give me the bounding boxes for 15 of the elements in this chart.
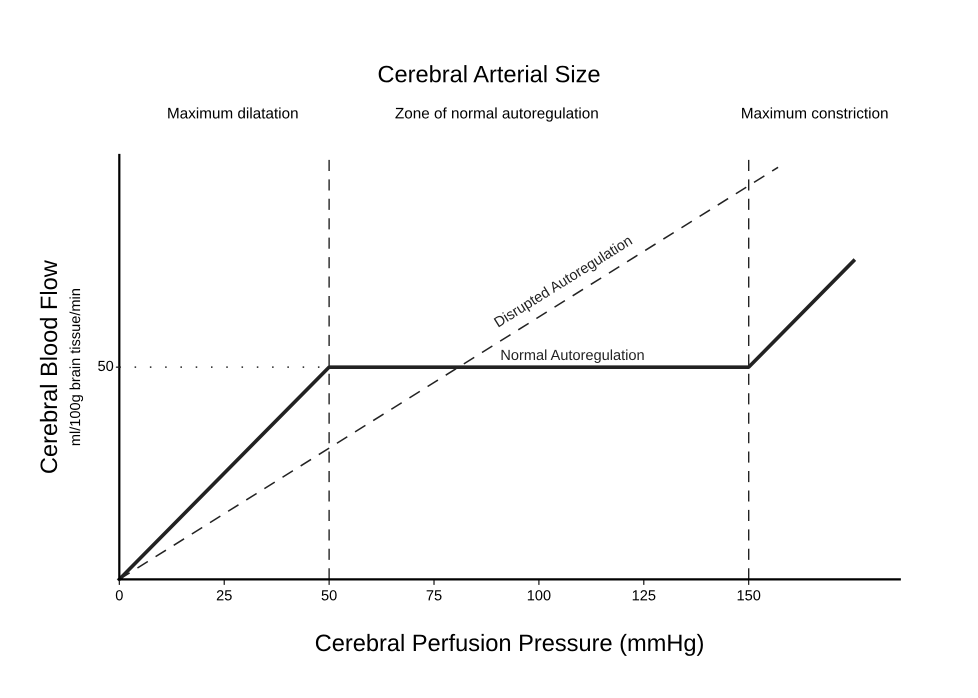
- annotation: 50: [98, 360, 114, 372]
- text: Maximum constriction: [742, 107, 888, 119]
- x-axis-title: Cerebral Perfusion Pressure (mmHg): [316, 634, 703, 656]
- x-tick-label: 50: [322, 590, 337, 600]
- x-tick-label: 0: [116, 590, 123, 600]
- x-tick-label: 25: [216, 590, 232, 600]
- text: Zone of normal autoregulation: [395, 107, 598, 122]
- series-label: Normal Autoregulation: [502, 349, 644, 363]
- x-tick-label: 100: [528, 590, 551, 600]
- chart-title: Cerebral Arterial Size: [378, 65, 600, 82]
- y-axis-title: Cerebral Blood Flow ml/100g brain tissue/min: [40, 260, 84, 473]
- text: Maximum dilatation: [168, 107, 298, 119]
- x-tick-label: 125: [632, 590, 656, 600]
- x-tick-label: 75: [426, 590, 442, 600]
- x-tick-label: 150: [738, 590, 760, 600]
